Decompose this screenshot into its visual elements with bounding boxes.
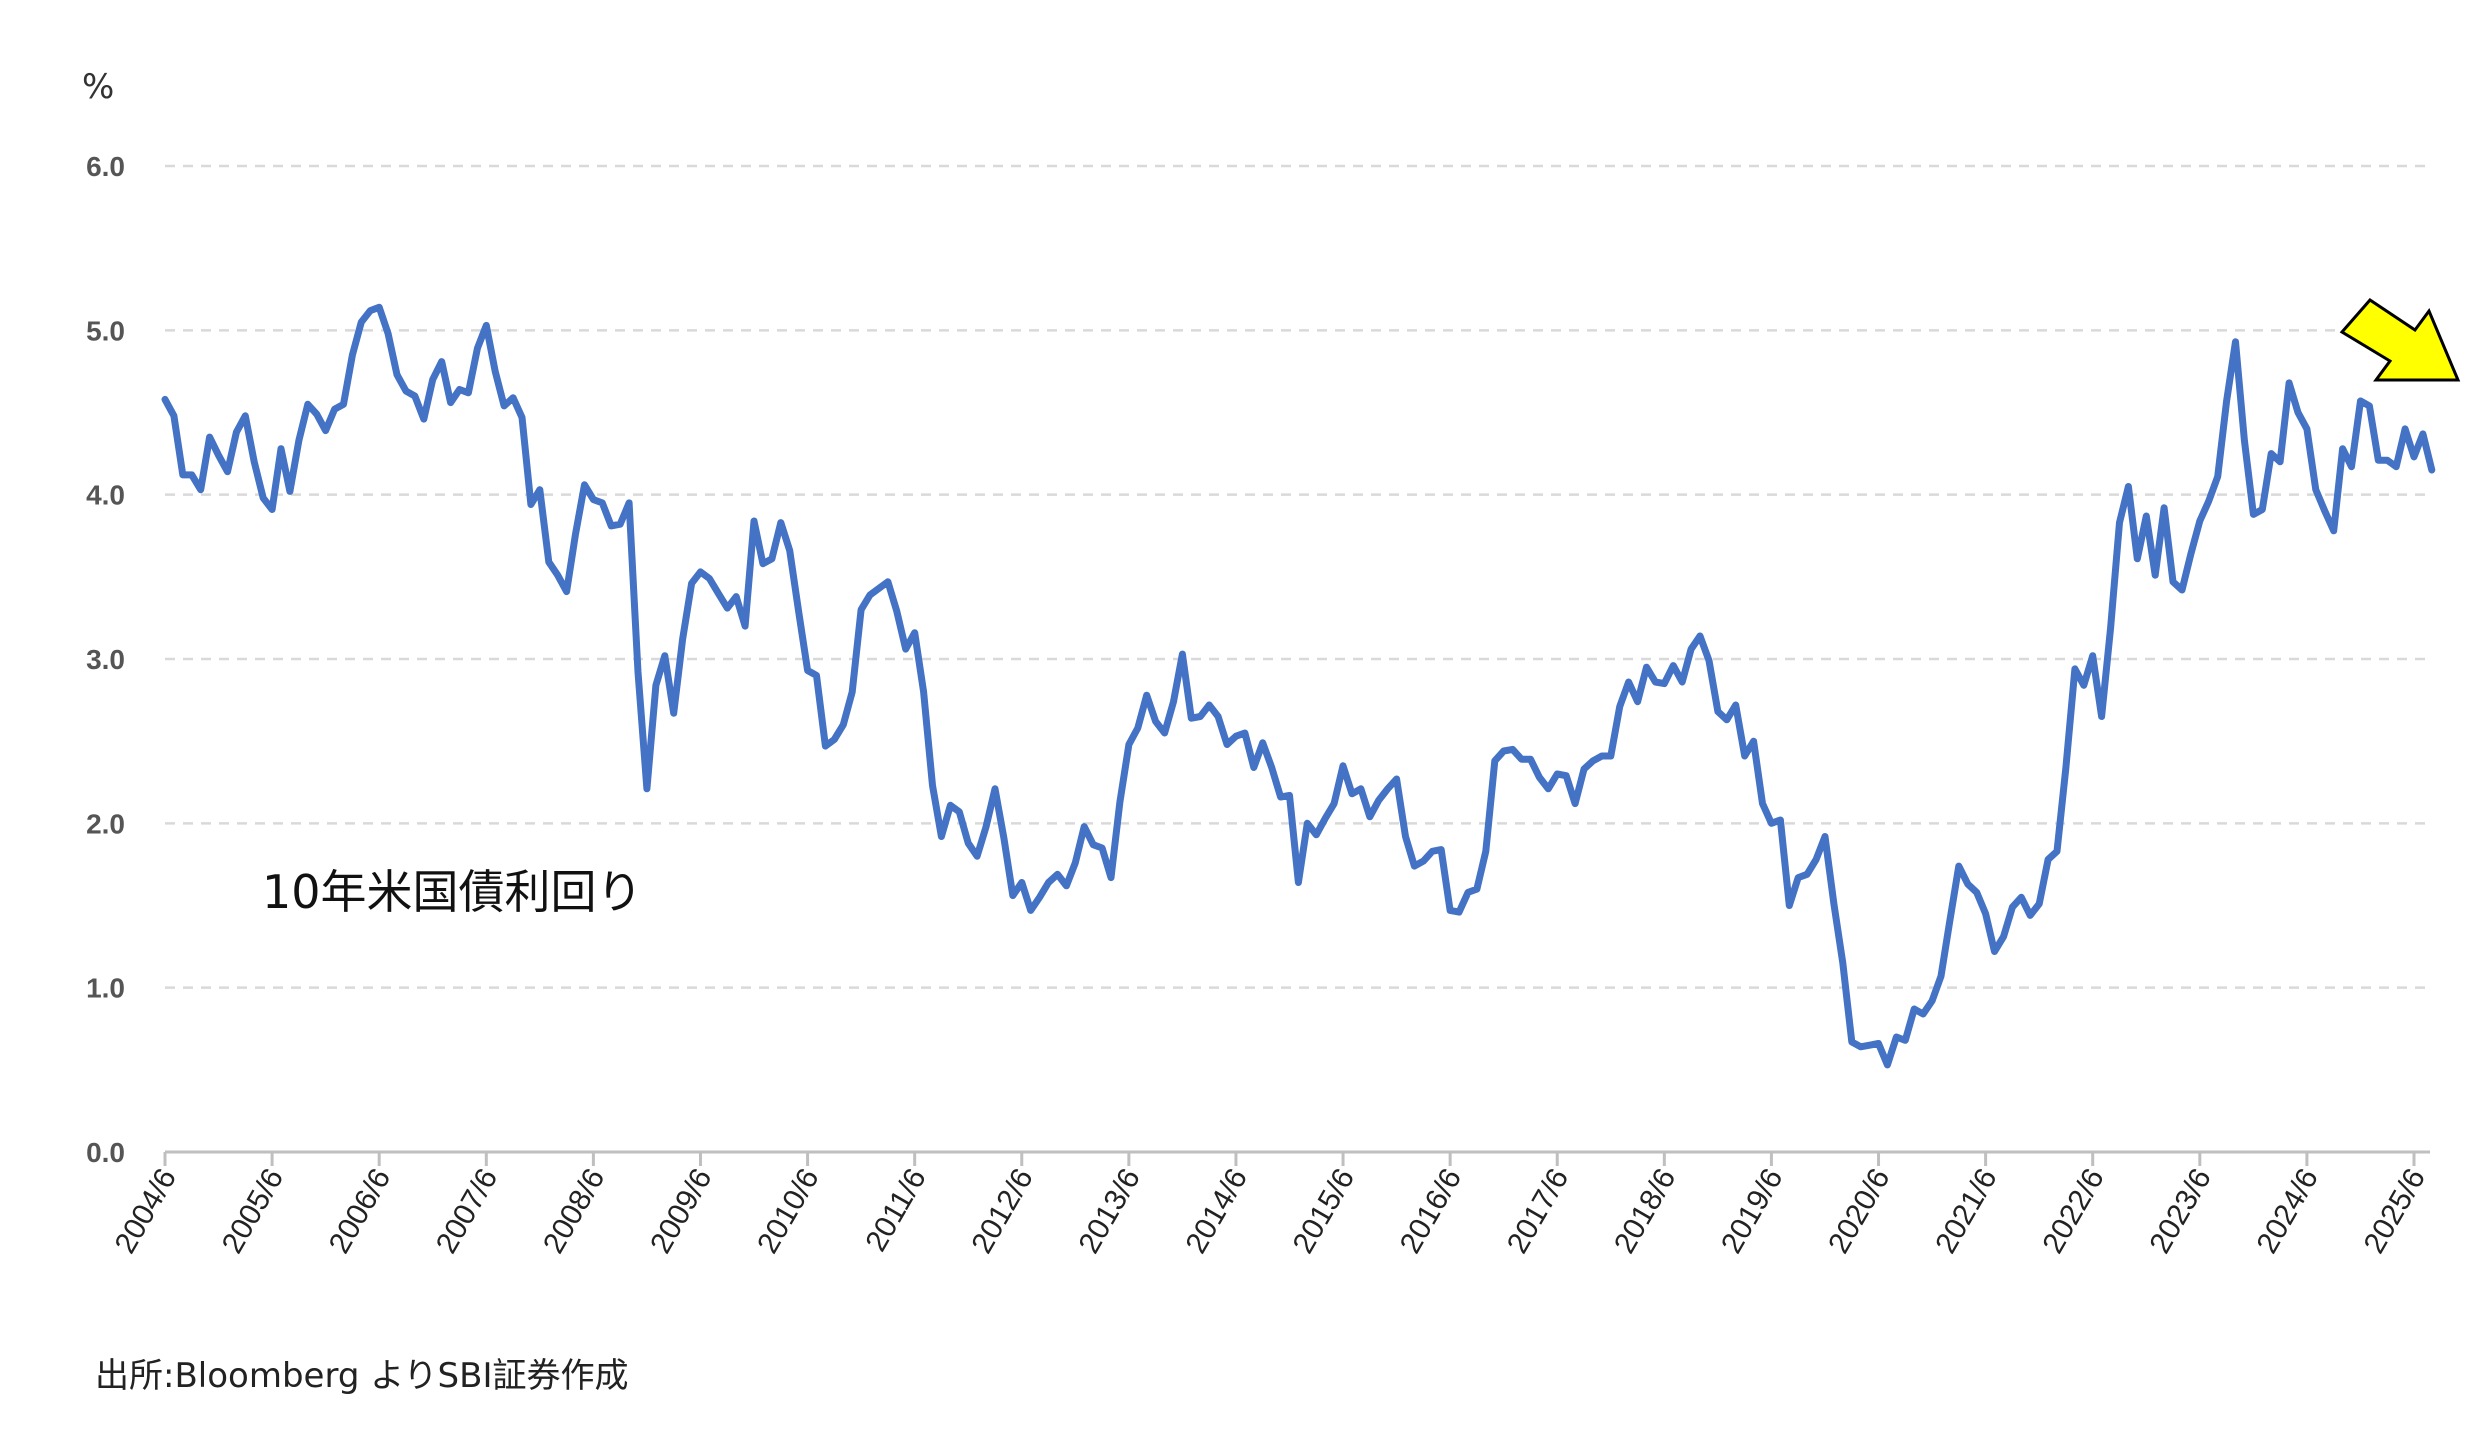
y-tick-label: 2.0 xyxy=(86,808,125,839)
x-tick-label: 2010/6 xyxy=(751,1163,825,1259)
series-label: 10年米国債利回り xyxy=(262,865,643,919)
y-tick-label: 6.0 xyxy=(86,151,125,182)
x-tick-label: 2007/6 xyxy=(430,1163,504,1259)
y-tick-label: 3.0 xyxy=(86,644,125,675)
x-tick-label: 2012/6 xyxy=(965,1163,1039,1259)
x-tick-label: 2013/6 xyxy=(1072,1163,1146,1259)
x-axis-tick-marks xyxy=(163,1152,2416,1166)
x-tick-label: 2022/6 xyxy=(2036,1163,2110,1259)
y-axis-unit: % xyxy=(82,67,114,107)
x-tick-label: 2008/6 xyxy=(537,1163,611,1259)
y-tick-label: 5.0 xyxy=(86,315,125,346)
x-tick-label: 2016/6 xyxy=(1394,1163,1468,1259)
yellow-arrow-icon xyxy=(2339,298,2461,382)
x-tick-label: 2023/6 xyxy=(2143,1163,2217,1259)
x-tick-label: 2004/6 xyxy=(109,1163,183,1259)
source-note: 出所:Bloomberg よりSBI証券作成 xyxy=(95,1356,628,1396)
y-tick-label: 0.0 xyxy=(86,1137,125,1168)
x-tick-label: 2025/6 xyxy=(2358,1163,2432,1259)
x-tick-label: 2011/6 xyxy=(859,1163,932,1257)
y-axis-ticks: 0.0 1.0 2.0 3.0 4.0 5.0 6.0 xyxy=(86,151,125,1168)
x-tick-label: 2017/6 xyxy=(1501,1163,1575,1259)
y-tick-label: 1.0 xyxy=(86,973,125,1004)
x-tick-label: 2009/6 xyxy=(644,1163,718,1259)
x-tick-label: 2024/6 xyxy=(2251,1163,2325,1259)
x-tick-label: 2014/6 xyxy=(1180,1163,1254,1259)
x-tick-label: 2020/6 xyxy=(1822,1163,1896,1259)
x-tick-label: 2021/6 xyxy=(1929,1163,2003,1259)
y-tick-label: 4.0 xyxy=(86,480,125,511)
x-tick-label: 2019/6 xyxy=(1715,1163,1789,1259)
x-tick-label: 2006/6 xyxy=(323,1163,397,1259)
x-tick-label: 2015/6 xyxy=(1287,1163,1361,1259)
x-tick-label: 2018/6 xyxy=(1608,1163,1682,1259)
x-axis-ticks: 2004/6 2005/6 2006/6 2007/6 2008/6 2009/6 2010… xyxy=(109,1163,2432,1259)
series-layer xyxy=(161,303,2436,1069)
x-tick-label: 2005/6 xyxy=(216,1163,290,1259)
series-line xyxy=(161,303,2436,1069)
